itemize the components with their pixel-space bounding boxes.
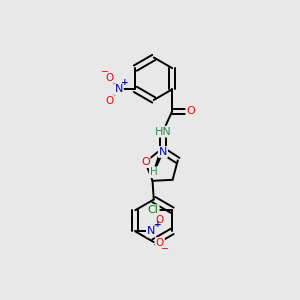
- Text: O: O: [186, 106, 195, 116]
- Text: O: O: [106, 73, 114, 83]
- Text: −: −: [101, 67, 109, 77]
- Text: O: O: [141, 157, 150, 167]
- Text: O: O: [106, 96, 114, 106]
- Text: H: H: [150, 167, 158, 177]
- Text: N: N: [147, 226, 155, 236]
- Text: N: N: [115, 84, 123, 94]
- Text: Cl: Cl: [148, 205, 159, 215]
- Text: +: +: [154, 220, 161, 230]
- Text: O: O: [156, 238, 164, 248]
- Text: +: +: [122, 78, 129, 87]
- Text: N: N: [159, 147, 167, 157]
- Text: O: O: [156, 215, 164, 225]
- Text: HN: HN: [154, 127, 171, 136]
- Text: −: −: [161, 244, 169, 254]
